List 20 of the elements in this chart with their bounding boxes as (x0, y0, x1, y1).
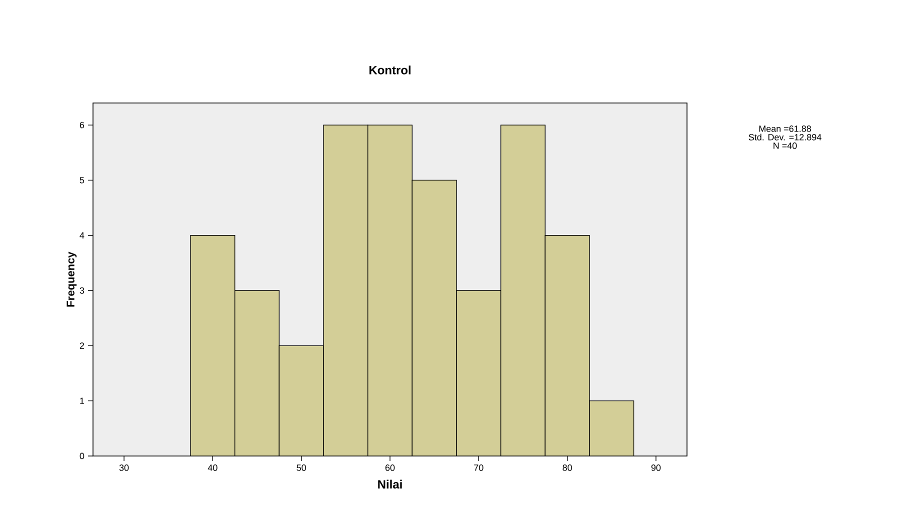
y-tick-label: 6 (80, 122, 84, 128)
y-tick-label: 5 (80, 177, 84, 184)
y-axis-title: Frequency (66, 252, 77, 307)
x-tick-label: 80 (562, 464, 572, 471)
x-tick-label: 40 (208, 464, 218, 471)
text: N =40 (774, 142, 797, 149)
y-tick-label: 4 (80, 232, 84, 238)
chart-title: Kontrol (369, 66, 410, 74)
x-axis-title: Nilai (378, 480, 402, 489)
x-tick-label: 90 (651, 464, 661, 471)
x-tick-label: 50 (296, 464, 306, 471)
x-tick-label: 30 (119, 464, 129, 471)
y-tick-label: 0 (80, 452, 84, 460)
text: Std. Dev. =12.894 (748, 134, 822, 140)
x-tick-label: 70 (474, 464, 484, 471)
text: Mean =61.88 (759, 126, 811, 132)
y-tick-label: 3 (80, 287, 84, 294)
y-tick-label: 1 (80, 398, 84, 404)
y-tick-label: 2 (80, 342, 84, 349)
x-tick-label: 60 (385, 464, 395, 471)
